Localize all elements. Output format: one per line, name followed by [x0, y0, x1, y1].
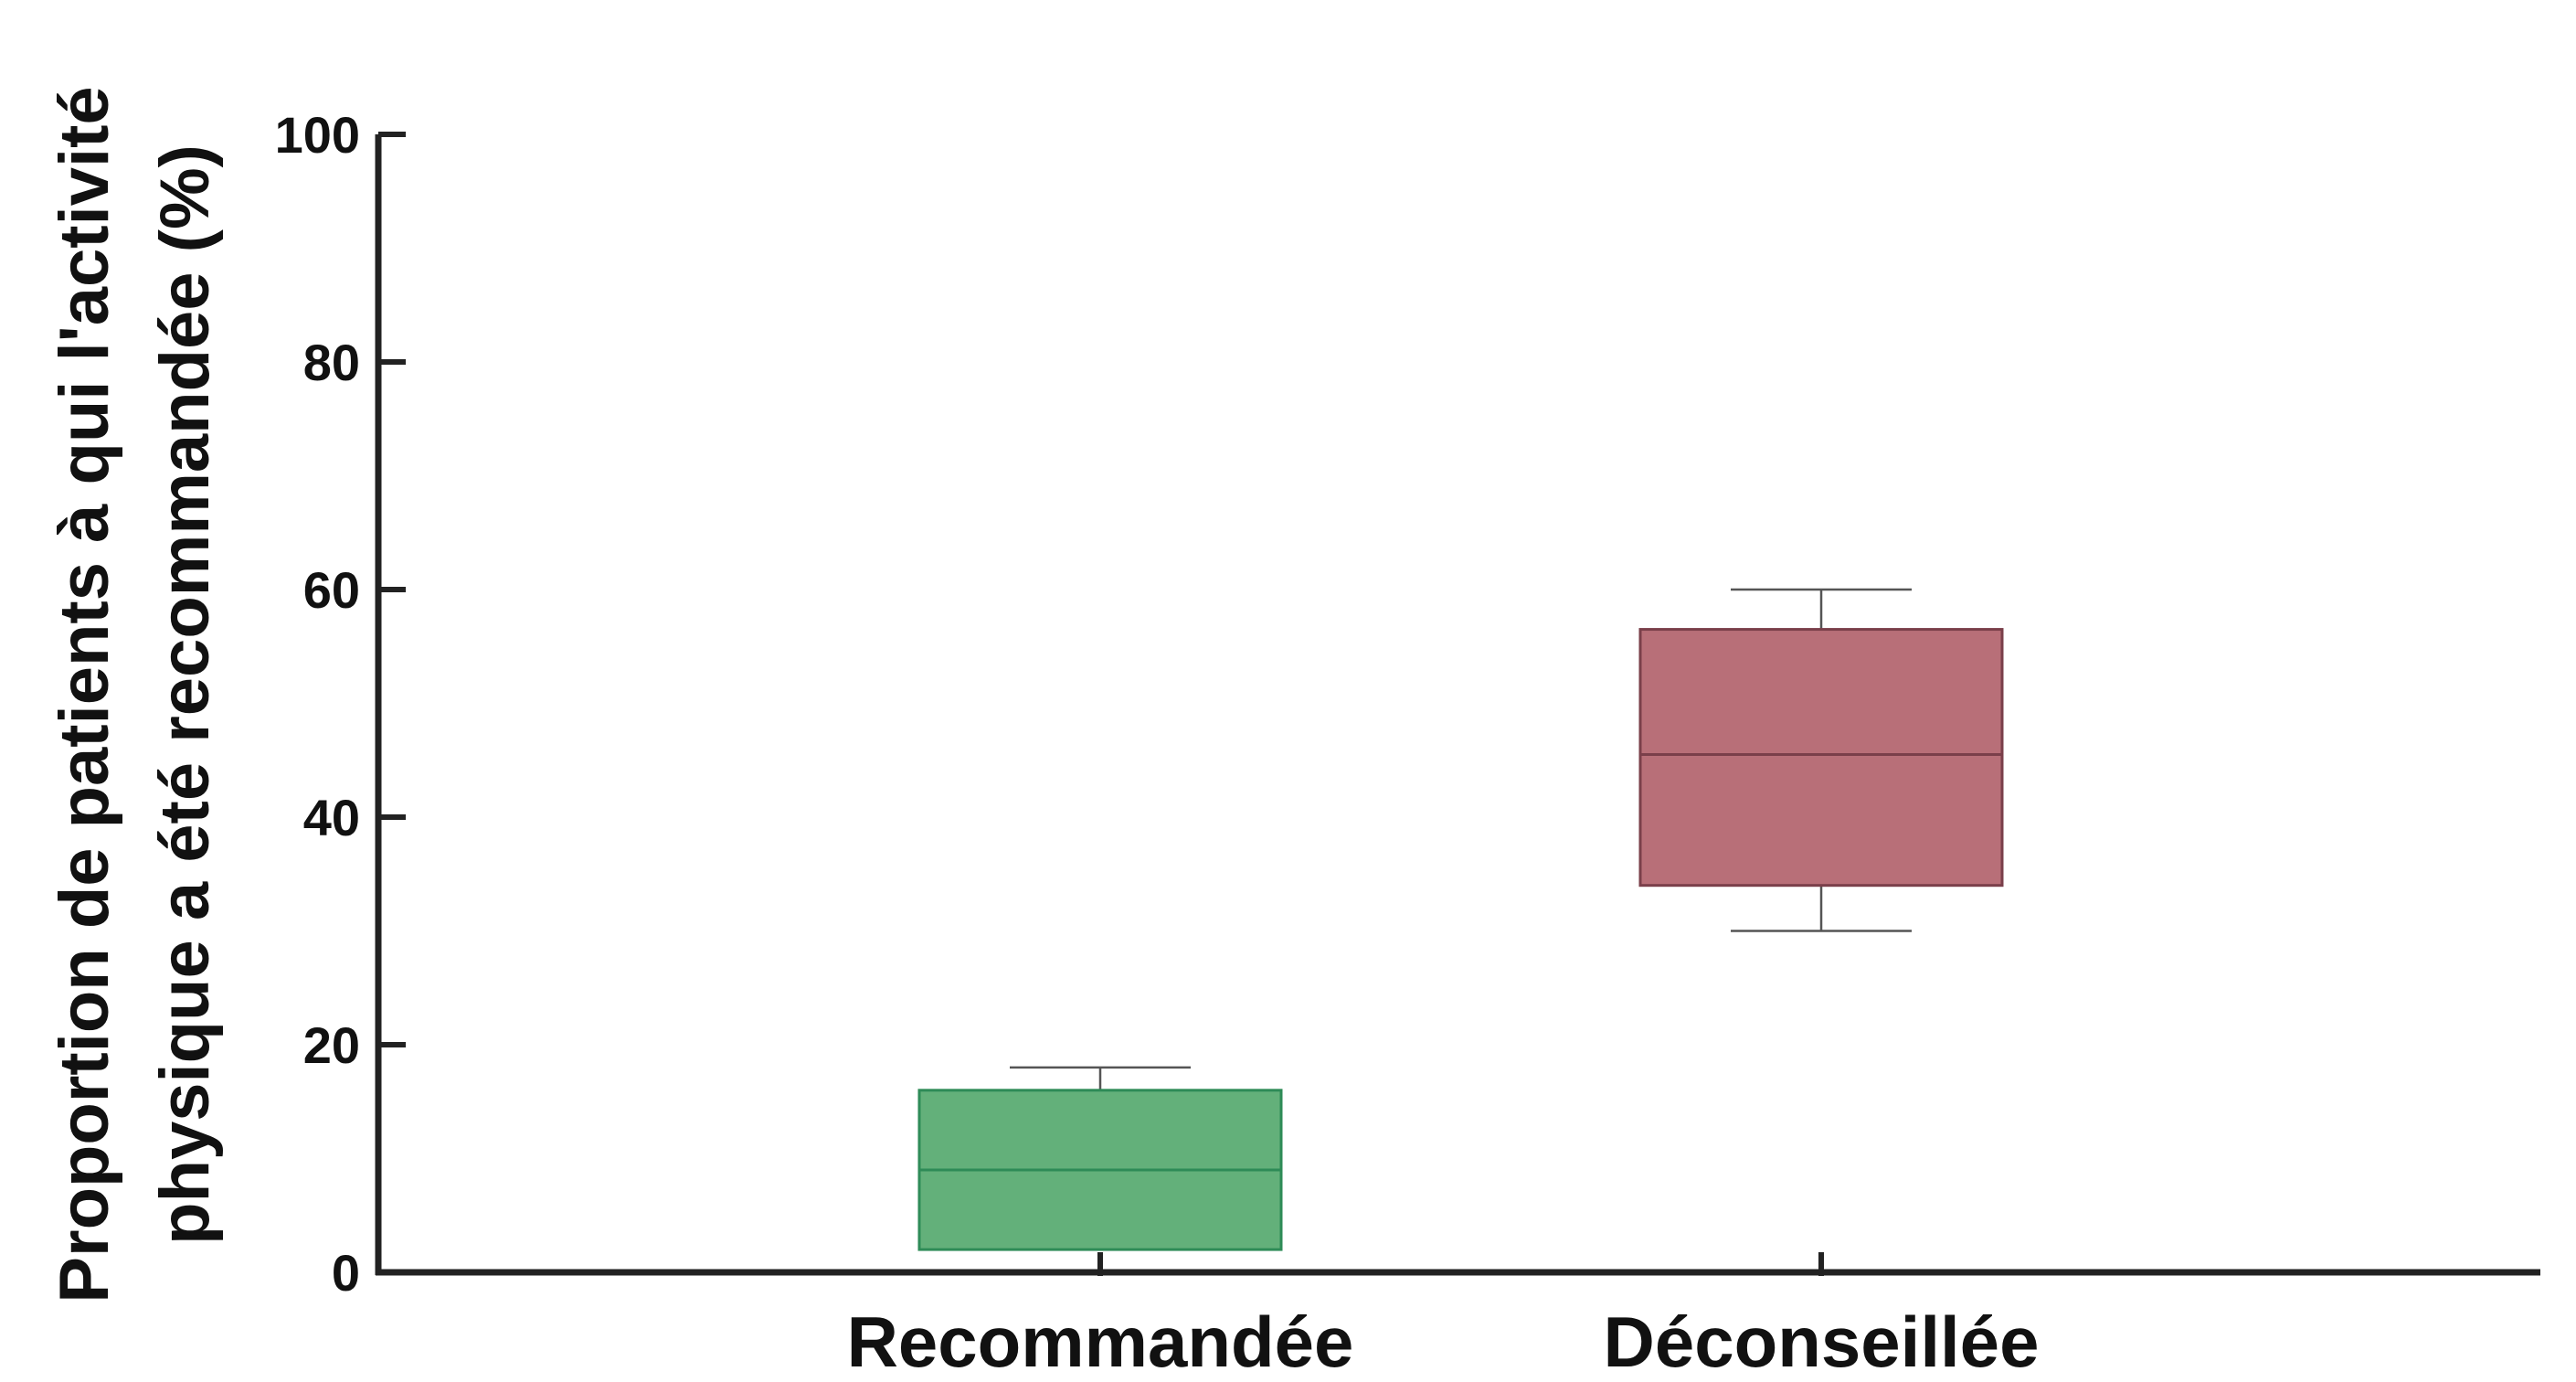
- x-axis-ticks: Recommandée Déconseillée: [847, 1252, 2040, 1382]
- y-axis-title-line-2: physique a été recommandée (%): [146, 144, 224, 1245]
- y-tick-label: 100: [275, 106, 360, 164]
- y-tick-label: 60: [303, 561, 360, 619]
- box-deconseillee: [1638, 588, 2004, 932]
- x-tick-label: Recommandée: [847, 1302, 1354, 1382]
- y-tick-label: 40: [303, 789, 360, 846]
- boxes-layer: [917, 588, 2004, 1251]
- y-axis-ticks: 0 20 40 60 80 100: [275, 106, 406, 1302]
- y-axis-title: Proportion de patients à qui l'activité …: [46, 86, 224, 1302]
- box-body: [1638, 628, 2004, 888]
- box-recommandee: [917, 1066, 1283, 1251]
- y-tick-label: 0: [332, 1244, 360, 1302]
- y-axis-title-line-1: Proportion de patients à qui l'activité: [46, 86, 123, 1302]
- x-tick-label: Déconseillée: [1604, 1302, 2040, 1382]
- axes: [375, 134, 2540, 1276]
- y-tick-label: 80: [303, 334, 360, 391]
- y-tick-label: 20: [303, 1016, 360, 1074]
